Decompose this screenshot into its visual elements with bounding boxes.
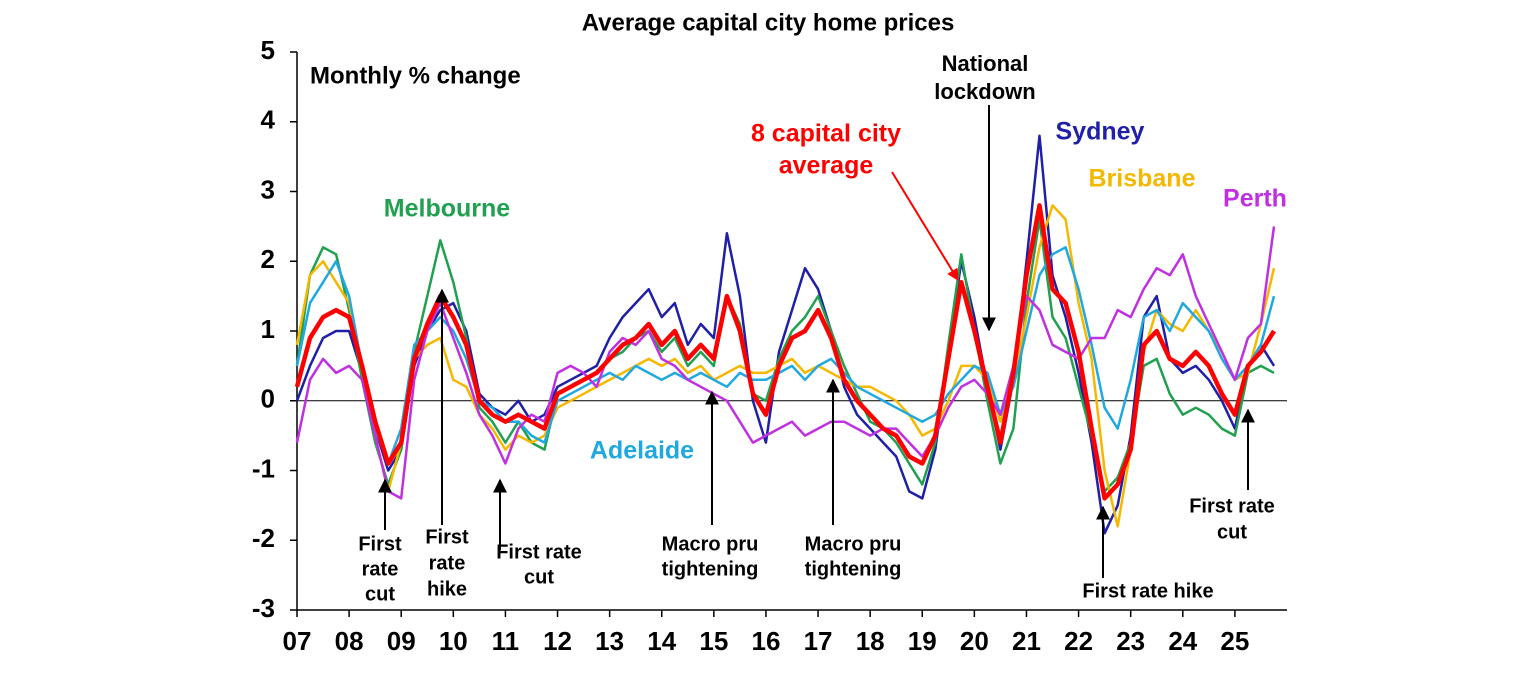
x-tick-label: 12	[543, 626, 572, 656]
annotation-text: Macro pru	[662, 533, 759, 555]
series-line	[295, 204, 1276, 528]
x-tick-label: 15	[699, 626, 728, 656]
chart-title: Average capital city home prices	[582, 9, 955, 36]
annotation-text: First rate hike	[1082, 580, 1213, 602]
annotation-text: rate	[429, 552, 466, 574]
x-tick-label: 23	[1116, 626, 1145, 656]
x-tick-label: 13	[595, 626, 624, 656]
y-tick-label: -1	[252, 453, 275, 483]
annotation-text: hike	[427, 578, 467, 600]
x-tick-label: 18	[856, 626, 885, 656]
annotation-arrow	[891, 171, 959, 282]
y-tick-label: -3	[252, 593, 275, 623]
series-label: Brisbane	[1089, 165, 1196, 193]
annotation-text: First rate	[1189, 495, 1275, 517]
x-tick-label: 10	[439, 626, 468, 656]
series-line	[295, 226, 1276, 500]
x-tick-label: 22	[1064, 626, 1093, 656]
x-tick-label: 25	[1220, 626, 1249, 656]
series-line	[295, 246, 1276, 465]
annotation-text: First	[425, 526, 469, 548]
annotation-text: cut	[1217, 521, 1247, 543]
x-tick-label: 11	[492, 626, 520, 656]
y-tick-label: 1	[261, 314, 275, 344]
series-line	[295, 218, 1275, 493]
annotation-text: tightening	[805, 558, 902, 580]
y-tick-label: 4	[261, 105, 276, 135]
series-line	[295, 134, 1276, 535]
annotation-text: rate	[362, 558, 399, 580]
annotation-text: First rate	[496, 541, 582, 563]
series-label: Sydney	[1056, 118, 1145, 146]
x-tick-label: 07	[283, 626, 312, 656]
y-tick-label: 3	[261, 174, 275, 204]
series-label: Melbourne	[384, 195, 510, 223]
annotation-text: Macro pru	[805, 533, 902, 555]
x-tick-label: 08	[335, 626, 364, 656]
x-tick-label: 21	[1012, 626, 1041, 656]
x-tick-label: 20	[960, 626, 989, 656]
y-tick-label: 5	[261, 35, 275, 65]
x-tick-label: 24	[1168, 626, 1197, 656]
annotation-text: lockdown	[934, 79, 1035, 104]
annotation-text: cut	[365, 583, 395, 605]
annotation-text: cut	[524, 566, 554, 588]
y-tick-label: -2	[252, 523, 275, 553]
y-tick-label: 0	[261, 384, 275, 414]
x-tick-label: 09	[387, 626, 416, 656]
series-label: Perth	[1223, 185, 1287, 213]
annotation-text: First	[358, 533, 402, 555]
series-line	[294, 203, 1276, 501]
series-label: Adelaide	[590, 437, 694, 465]
annotation-text: Monthly % change	[310, 62, 521, 89]
x-tick-label: 19	[908, 626, 937, 656]
y-tick-label: 2	[261, 244, 275, 274]
annotation-text: average	[779, 152, 874, 180]
x-tick-label: 17	[804, 626, 833, 656]
annotation-text: National	[942, 51, 1029, 76]
x-tick-label: 16	[751, 626, 780, 656]
annotation-text: tightening	[662, 558, 759, 580]
x-tick-label: 14	[647, 626, 676, 656]
annotation-text: 8 capital city	[751, 120, 901, 148]
